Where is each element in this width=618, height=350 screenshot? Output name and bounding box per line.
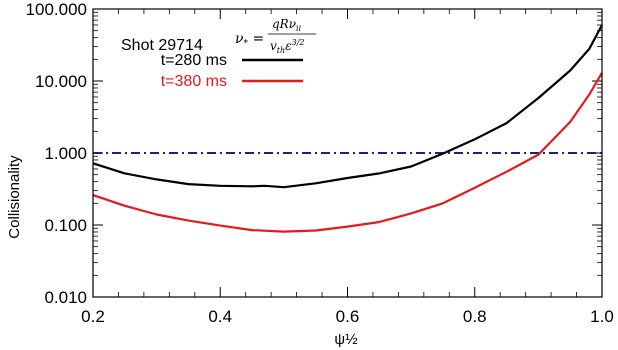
- legend: t=280 ms t=380 ms: [161, 52, 303, 90]
- shot-label: Shot 29714: [121, 37, 203, 54]
- series-line-2: [92, 72, 603, 233]
- series-lines: [92, 24, 603, 233]
- x-tick-labels: 0.2 0.4 0.6 0.8 1.0: [81, 307, 614, 326]
- y-tick-label: 10.000: [35, 72, 87, 91]
- y-tick-label: 0.010: [44, 288, 87, 307]
- svg-text:vthε3/2: vthε3/2: [270, 38, 304, 55]
- svg-text:ν* =: ν* =: [235, 31, 264, 49]
- plot-frame: [92, 8, 603, 298]
- x-tick-label: 0.6: [336, 307, 360, 326]
- series-line-1: [92, 24, 603, 189]
- collisionality-formula: ν* = qRνii vthε3/2: [235, 17, 316, 55]
- legend-label-1: t=280 ms: [161, 52, 227, 69]
- y-tick-label: 0.100: [44, 216, 87, 235]
- x-tick-label: 0.4: [208, 307, 232, 326]
- x-tick-label: 0.8: [463, 307, 487, 326]
- y-tick-label: 100.000: [26, 0, 87, 19]
- legend-label-2: t=380 ms: [161, 73, 227, 90]
- y-axis-title: Collisionality: [6, 155, 23, 239]
- svg-text:qRνii: qRνii: [272, 17, 302, 33]
- y-tick-labels: 0.010 0.100 1.000 10.000 100.000: [26, 0, 87, 307]
- y-tick-label: 1.000: [44, 144, 87, 163]
- x-tick-label: 0.2: [81, 307, 105, 326]
- x-axis-title: ψ½: [334, 331, 358, 348]
- x-tick-label: 1.0: [590, 307, 614, 326]
